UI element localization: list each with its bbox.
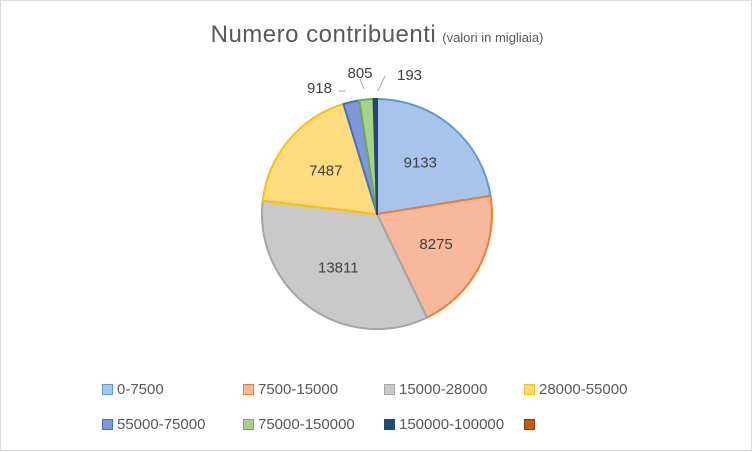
chart-subtitle: (valori in migliaia)	[442, 30, 544, 45]
leader-line-6	[377, 75, 386, 92]
data-label-1: 8275	[419, 236, 452, 253]
legend-swatch-4	[102, 418, 113, 430]
chart-title: Numero contribuenti (valori in migliaia)	[1, 21, 752, 49]
pie-slice-2	[261, 199, 428, 330]
legend-item-6: 150000-100000	[384, 412, 504, 436]
data-label-2: 13811	[318, 259, 359, 276]
legend-item-4: 55000-75000	[102, 412, 205, 436]
pie-slice-0	[376, 98, 492, 215]
legend-swatch-6	[384, 418, 395, 430]
data-label-4: 918	[307, 80, 332, 97]
legend-swatch-1	[243, 383, 254, 395]
data-label-3: 7487	[309, 162, 342, 179]
data-label-6: 193	[397, 67, 422, 84]
legend-label-2: 15000-28000	[399, 380, 488, 398]
legend-label-6: 150000-100000	[399, 415, 505, 433]
legend-item-1: 7500-15000	[243, 377, 338, 401]
data-label-5: 805	[347, 65, 372, 82]
legend-swatch-2	[384, 383, 395, 395]
pie-slice-6	[372, 97, 378, 215]
pie-slice-1	[376, 194, 493, 319]
legend-item-2: 15000-28000	[384, 377, 487, 401]
legend-row-2: 55000-75000 75000-150000 150000-100000	[1, 412, 752, 436]
legend-label-5: 75000-150000	[258, 415, 355, 433]
pie-slice-3	[261, 103, 378, 215]
legend-swatch-3	[524, 383, 535, 395]
legend-label-1: 7500-15000	[258, 380, 339, 398]
data-label-0: 9133	[404, 154, 437, 171]
legend-swatch-7	[524, 418, 535, 430]
legend-item-3: 28000-55000	[524, 377, 627, 401]
legend-label-3: 28000-55000	[539, 380, 628, 398]
legend-item-0: 0-7500	[102, 377, 164, 401]
chart-title-text: Numero contribuenti	[210, 21, 437, 48]
legend-label-0: 0-7500	[117, 380, 164, 398]
legend-swatch-5	[243, 418, 254, 430]
legend-row-1: 0-7500 7500-15000 15000-28000 28000-5500…	[1, 377, 752, 401]
legend-item-5: 75000-150000	[243, 412, 355, 436]
leader-line-5	[359, 78, 365, 90]
legend-swatch-0	[102, 383, 113, 395]
legend-label-4: 55000-75000	[117, 415, 206, 433]
legend-item-7	[524, 412, 539, 436]
